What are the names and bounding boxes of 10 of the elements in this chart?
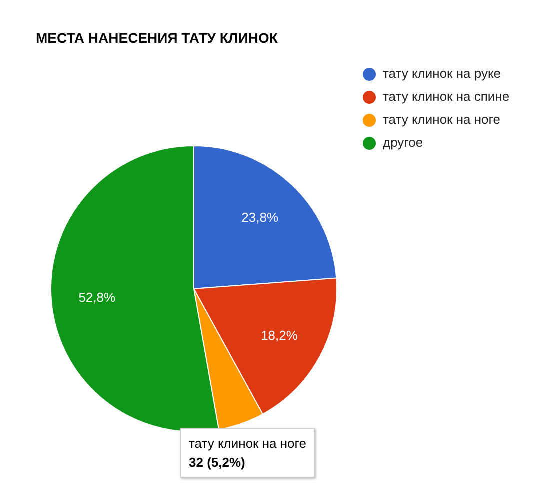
legend-label: тату клинок на ноге: [383, 111, 500, 129]
legend-label: другое: [383, 134, 424, 152]
text: 32 (5,2%): [189, 454, 246, 472]
chart-title: МЕСТА НАНЕСЕНИЯ ТАТУ КЛИНОК: [36, 30, 278, 46]
text: тату клинок на ноге: [189, 435, 306, 453]
data-label: 23,8%: [242, 210, 279, 226]
data-label: 52,8%: [78, 290, 116, 306]
legend-label: тату клинок на спине: [383, 88, 510, 106]
data-label: 18,2%: [261, 328, 298, 343]
legend-label: тату клинок на руке: [383, 65, 502, 83]
